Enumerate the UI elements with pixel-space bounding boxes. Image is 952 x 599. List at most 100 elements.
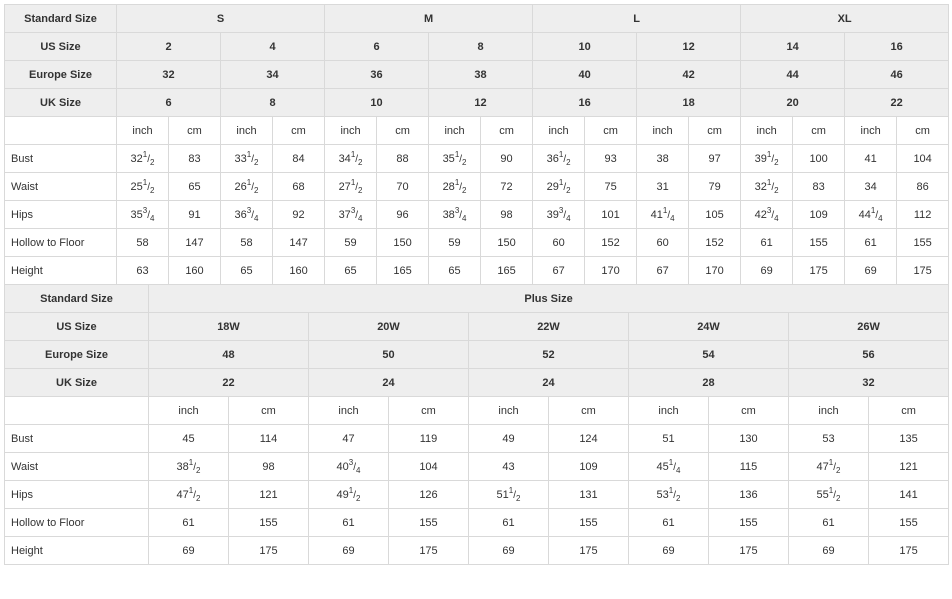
value-inch: 403/4 (309, 453, 389, 481)
value-cm: 93 (585, 145, 637, 173)
uk-3: 12 (429, 89, 533, 117)
value-inch: 65 (221, 257, 273, 285)
value-cm: 70 (377, 173, 429, 201)
value-cm: 101 (585, 201, 637, 229)
unit-inch: inch (325, 117, 377, 145)
us-2: 6 (325, 33, 429, 61)
value-cm: 155 (549, 509, 629, 537)
value-inch: 511/2 (469, 481, 549, 509)
uk-4: 16 (533, 89, 637, 117)
value-inch: 381/2 (149, 453, 229, 481)
value-cm: 98 (229, 453, 309, 481)
peu-4: 56 (789, 341, 949, 369)
value-cm: 112 (897, 201, 949, 229)
value-inch: 531/2 (629, 481, 709, 509)
uk-0: 6 (117, 89, 221, 117)
header-europe-size-2: Europe Size (5, 341, 149, 369)
unit-inch: inch (789, 397, 869, 425)
value-cm: 155 (793, 229, 845, 257)
value-inch: 51 (629, 425, 709, 453)
value-inch: 69 (845, 257, 897, 285)
us-6: 14 (741, 33, 845, 61)
value-inch: 251/2 (117, 173, 169, 201)
unit-blank (5, 117, 117, 145)
unit-inch: inch (629, 397, 709, 425)
value-cm: 100 (793, 145, 845, 173)
pus-1: 20W (309, 313, 469, 341)
header-uk-size-2: UK Size (5, 369, 149, 397)
measure-label: Bust (5, 425, 149, 453)
value-cm: 147 (169, 229, 221, 257)
us-3: 8 (429, 33, 533, 61)
value-inch: 61 (629, 509, 709, 537)
value-inch: 41 (845, 145, 897, 173)
measure-label: Waist (5, 453, 149, 481)
value-inch: 58 (117, 229, 169, 257)
value-cm: 124 (549, 425, 629, 453)
std-group-s: S (117, 5, 325, 33)
value-cm: 175 (389, 537, 469, 565)
value-inch: 341/2 (325, 145, 377, 173)
unit-inch: inch (149, 397, 229, 425)
measure-label: Waist (5, 173, 117, 201)
value-cm: 83 (793, 173, 845, 201)
unit-cm: cm (689, 117, 741, 145)
value-cm: 68 (273, 173, 325, 201)
uk-1: 8 (221, 89, 325, 117)
unit-cm: cm (793, 117, 845, 145)
unit-inch: inch (533, 117, 585, 145)
value-inch: 321/2 (741, 173, 793, 201)
value-inch: 491/2 (309, 481, 389, 509)
unit-cm: cm (169, 117, 221, 145)
value-cm: 96 (377, 201, 429, 229)
value-inch: 69 (629, 537, 709, 565)
value-inch: 391/2 (741, 145, 793, 173)
value-cm: 175 (709, 537, 789, 565)
header-us-size: US Size (5, 33, 117, 61)
value-cm: 88 (377, 145, 429, 173)
value-inch: 281/2 (429, 173, 481, 201)
unit-cm: cm (549, 397, 629, 425)
value-cm: 86 (897, 173, 949, 201)
unit-cm: cm (869, 397, 949, 425)
unit-cm: cm (481, 117, 533, 145)
unit-inch: inch (637, 117, 689, 145)
unit-blank-2 (5, 397, 149, 425)
value-cm: 135 (869, 425, 949, 453)
measure-label: Hollow to Floor (5, 229, 117, 257)
us-5: 12 (637, 33, 741, 61)
eu-4: 40 (533, 61, 637, 89)
value-inch: 423/4 (741, 201, 793, 229)
unit-inch: inch (221, 117, 273, 145)
eu-1: 34 (221, 61, 325, 89)
eu-5: 42 (637, 61, 741, 89)
unit-inch: inch (845, 117, 897, 145)
unit-inch: inch (469, 397, 549, 425)
value-cm: 175 (793, 257, 845, 285)
value-inch: 60 (533, 229, 585, 257)
value-inch: 353/4 (117, 201, 169, 229)
value-cm: 121 (229, 481, 309, 509)
value-inch: 61 (741, 229, 793, 257)
value-inch: 65 (429, 257, 481, 285)
value-inch: 58 (221, 229, 273, 257)
value-inch: 61 (149, 509, 229, 537)
value-inch: 451/4 (629, 453, 709, 481)
value-cm: 105 (689, 201, 741, 229)
value-inch: 47 (309, 425, 389, 453)
value-inch: 31 (637, 173, 689, 201)
eu-3: 38 (429, 61, 533, 89)
value-inch: 363/4 (221, 201, 273, 229)
measure-label: Height (5, 257, 117, 285)
puk-0: 22 (149, 369, 309, 397)
value-cm: 155 (869, 509, 949, 537)
unit-cm: cm (709, 397, 789, 425)
measure-label: Hollow to Floor (5, 509, 149, 537)
unit-cm: cm (377, 117, 429, 145)
value-inch: 38 (637, 145, 689, 173)
header-us-size-2: US Size (5, 313, 149, 341)
value-inch: 59 (325, 229, 377, 257)
value-cm: 79 (689, 173, 741, 201)
value-cm: 170 (689, 257, 741, 285)
value-cm: 147 (273, 229, 325, 257)
